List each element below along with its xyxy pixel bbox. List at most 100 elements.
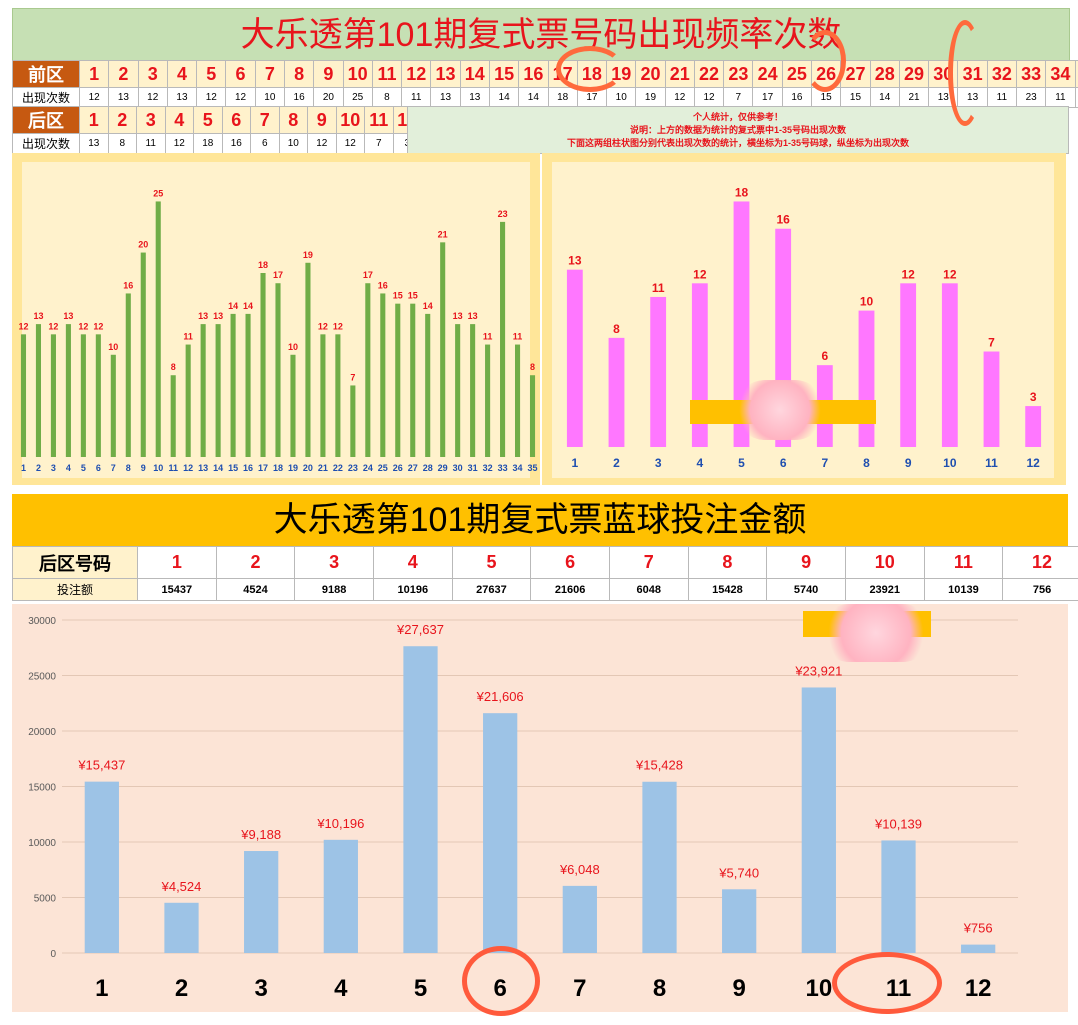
front-count-cell: 13 [459,87,490,108]
data-label: ¥6,048 [559,862,600,877]
x-tick-label: 2 [613,456,620,470]
data-label: 11 [652,281,665,295]
data-label: 18 [258,260,268,270]
data-label: 3 [1030,390,1037,404]
front-number-cell: 1 [78,60,110,88]
bar [215,324,221,457]
data-label: 12 [333,321,343,331]
front-number-cell: 32 [986,60,1018,88]
x-tick-label: 10 [805,975,832,1002]
front-count-cell: 10 [254,87,285,108]
back-count-cell: 8 [107,133,137,154]
x-tick-label: 28 [423,463,433,473]
front-count-cell: 14 [488,87,520,108]
data-label: 11 [483,332,493,342]
blue-number-cell: 11 [923,546,1004,579]
bar [562,885,597,953]
data-label: ¥9,188 [240,827,281,842]
data-label: 7 [988,336,995,350]
bar [395,303,401,457]
data-label: 17 [363,270,373,280]
bar [410,303,416,457]
x-tick-label: 9 [905,456,912,470]
data-label: 12 [693,267,707,281]
front-number-cell: 16 [518,60,549,88]
y-tick-label: 0 [50,949,56,960]
data-label: ¥10,196 [316,816,364,831]
front-number-cell: 11 [371,60,403,88]
data-label: 10 [108,342,118,352]
front-count-cell: 18 [547,87,578,108]
front-count-cell: 8 [1074,87,1078,108]
bar [245,313,251,457]
data-label: 11 [513,332,523,342]
bar [275,283,281,457]
data-label: ¥4,524 [161,879,202,894]
front-count-cell: 13 [108,87,139,108]
x-tick-label: 31 [468,463,478,473]
front-number-cell: 23 [723,60,754,88]
front-number-cell: 3 [137,60,168,88]
front-count-cell: 12 [78,87,110,108]
data-label: 19 [303,250,313,260]
data-label: 13 [468,311,478,321]
data-label: ¥10,139 [874,816,922,831]
bar [170,375,176,457]
data-label: 11 [183,332,193,342]
bar [350,385,356,457]
front-number-cell: 4 [166,60,198,88]
data-label: 13 [63,311,73,321]
x-tick-label: 33 [498,463,508,473]
front-number-cell: 10 [342,60,373,88]
x-tick-label: 7 [573,975,586,1002]
bar [514,344,521,457]
front-count-cell: 13 [430,87,461,108]
data-label: ¥5,740 [718,865,759,880]
x-tick-label: 2 [36,463,41,473]
blue-amount-cell: 5740 [766,578,846,601]
bar [305,262,311,457]
blue-amount-cell: 15437 [137,578,217,601]
front-number-cell: 12 [401,60,432,88]
x-tick-label: 1 [95,975,108,1002]
data-label: 17 [273,270,283,280]
front-number-cell: 5 [196,60,227,88]
bar [323,839,358,953]
x-tick-label: 3 [655,456,662,470]
x-tick-label: 29 [438,463,448,473]
bar [260,273,266,457]
front-count-cell: 19 [635,87,666,108]
blue-number-cell: 12 [1002,546,1078,579]
bar [529,375,536,457]
x-tick-label: 5 [738,456,745,470]
front-number-cell: 13 [430,60,461,88]
bar [455,324,461,457]
front-number-cell: 2 [108,60,139,88]
heart-sticker-icon [735,380,825,440]
bar [1025,406,1042,447]
bar [125,293,131,457]
back-number-cell: 11 [364,106,394,134]
x-tick-label: 7 [821,456,828,470]
back-number-cell: 7 [250,106,280,134]
front-count-cell: 10 [606,87,637,108]
x-tick-label: 9 [141,463,146,473]
x-tick-label: 6 [96,463,101,473]
blue-number-cell: 3 [294,546,374,579]
data-label: ¥756 [963,921,993,936]
blue-amount-table: 后区号码 1 2 3 4 5 6 7 8 9 10 11 12 投注额 15437 4524 9188 1019… [12,546,1078,601]
x-tick-label: 4 [696,456,703,470]
bar [425,313,431,457]
data-label: 10 [288,342,298,352]
front-title: 大乐透第101期复式票号码出现频率次数 [12,8,1070,62]
data-label: 20 [138,240,148,250]
x-tick-label: 35 [528,463,538,473]
x-tick-label: 12 [183,463,193,473]
blue-amount-cell: 10196 [372,578,453,601]
y-tick-label: 5000 [34,894,57,905]
blue-amount-cell: 4524 [215,578,296,601]
x-tick-label: 1 [571,456,578,470]
blue-amount-cell: 15428 [687,578,768,601]
highlight-circle-11 [832,952,942,1014]
x-tick-label: 3 [254,975,267,1002]
